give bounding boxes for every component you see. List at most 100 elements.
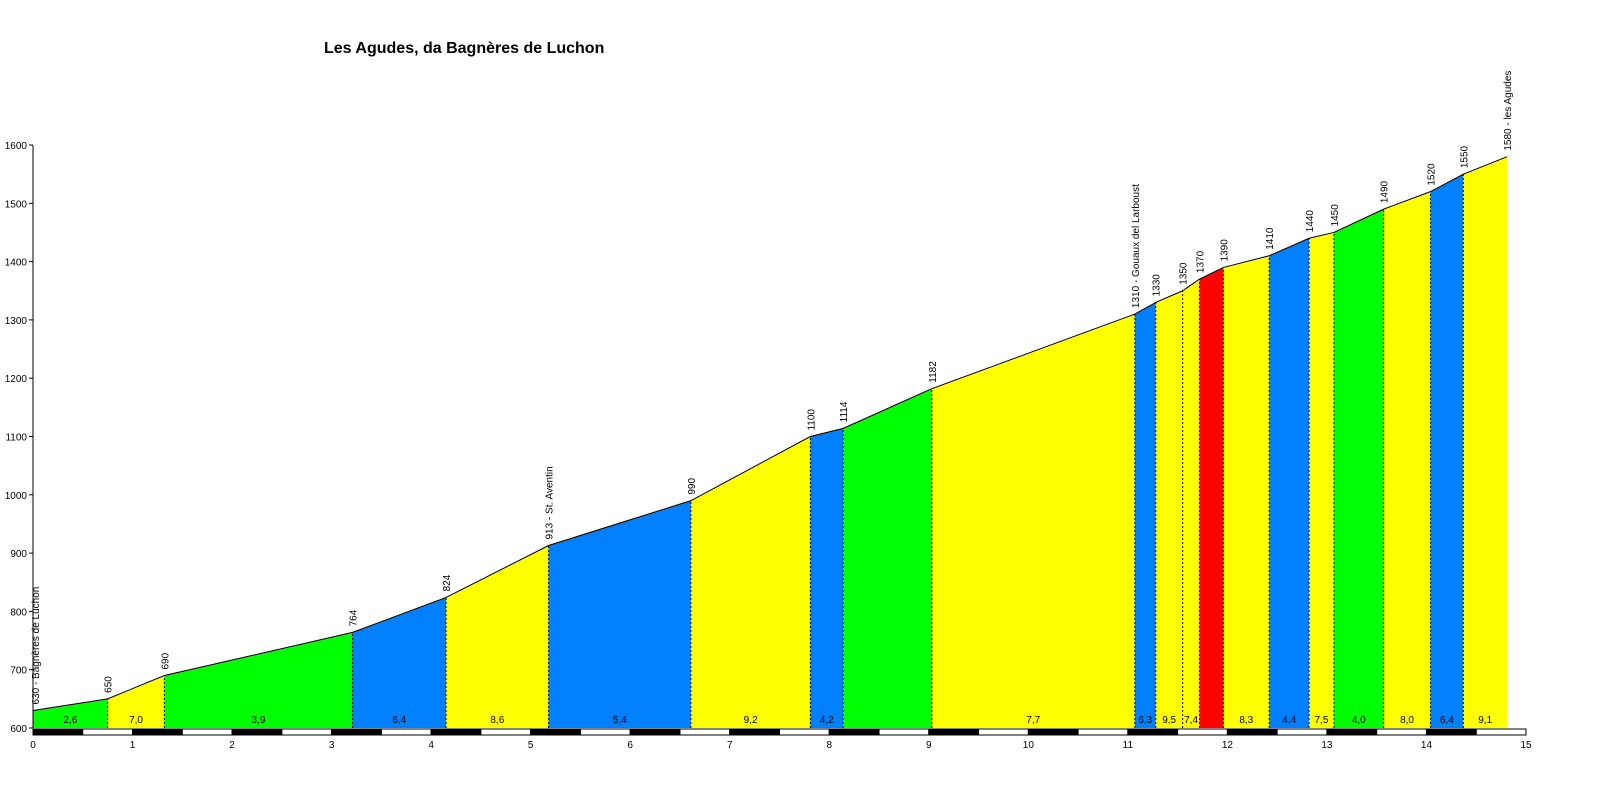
point-label: 1550 xyxy=(1459,145,1470,168)
x-tick-label: 0 xyxy=(30,740,36,751)
segment-fill xyxy=(1223,255,1270,728)
y-tick-label: 600 xyxy=(10,724,27,735)
x-tick-label: 5 xyxy=(528,740,534,751)
chart-title: Les Agudes, da Bagnères de Luchon xyxy=(324,40,605,57)
x-axis-band xyxy=(132,728,183,736)
x-axis-band xyxy=(1127,728,1179,736)
gradient-label: 8,0 xyxy=(1400,715,1414,726)
point-label: 1100 xyxy=(806,409,817,431)
x-axis-band xyxy=(779,728,830,736)
point-label: 1520 xyxy=(1426,163,1437,186)
point-label: 1450 xyxy=(1330,204,1341,227)
segment-fill xyxy=(843,388,932,728)
x-axis-band xyxy=(928,728,980,736)
x-tick-label: 4 xyxy=(428,740,434,751)
segment-fill xyxy=(690,436,811,728)
x-axis-band xyxy=(729,728,781,736)
segment-fill xyxy=(810,428,844,728)
gradient-label: 7,4 xyxy=(1184,715,1198,726)
point-label: 1182 xyxy=(928,361,939,383)
x-tick-label: 14 xyxy=(1421,740,1433,751)
x-axis-band xyxy=(281,728,333,736)
x-axis-band xyxy=(380,728,432,736)
x-tick-label: 15 xyxy=(1520,740,1532,751)
y-tick-label: 1200 xyxy=(5,374,28,385)
x-axis-band xyxy=(1326,728,1378,736)
point-label: 1440 xyxy=(1305,210,1316,233)
gradient-label: 4,4 xyxy=(1282,715,1296,726)
y-tick-label: 1300 xyxy=(5,316,28,327)
point-label: 1310 - Gouaux del Larboust xyxy=(1131,184,1142,308)
x-axis-band xyxy=(1376,728,1427,736)
segment-fill xyxy=(1383,191,1431,728)
point-label: 1350 xyxy=(1179,262,1190,285)
x-axis-band xyxy=(1276,728,1328,736)
x-tick-label: 11 xyxy=(1123,740,1134,751)
gradient-label: 2,6 xyxy=(63,715,77,726)
x-tick-label: 7 xyxy=(727,740,733,751)
point-label: 1370 xyxy=(1196,250,1207,273)
point-labels: 630 - Bagnères de Luchon 650 690 764 824 913 … xyxy=(31,71,1514,705)
x-tick-label: 6 xyxy=(627,740,633,751)
gradient-label: 9,5 xyxy=(1162,715,1176,726)
gradient-label: 7,5 xyxy=(1315,715,1329,726)
x-tick-label: 10 xyxy=(1023,740,1035,751)
x-tick-label: 12 xyxy=(1222,740,1234,751)
point-label: 1330 xyxy=(1152,274,1163,297)
x-axis-band xyxy=(1226,728,1278,736)
profile-line xyxy=(32,156,1508,712)
segment-fill xyxy=(446,545,549,728)
x-axis-band xyxy=(530,728,581,736)
point-label: 1114 xyxy=(839,401,850,422)
x-tick-label: 13 xyxy=(1321,740,1333,751)
segment-fill xyxy=(107,675,165,728)
axes: 6007008009001000110012001300140015001600… xyxy=(5,141,1532,751)
gradient-label: 3,9 xyxy=(251,715,265,726)
gradient-label: 4,0 xyxy=(1352,715,1366,726)
y-tick-label: 1000 xyxy=(5,491,28,502)
point-label: 764 xyxy=(349,609,360,626)
point-label: 630 - Bagnères de Luchon xyxy=(31,587,42,705)
gradient-label: 5,4 xyxy=(613,715,627,726)
segment-fill xyxy=(1430,174,1464,728)
segment-fill xyxy=(352,597,447,728)
x-axis-band xyxy=(480,728,532,736)
gradient-label: 6,4 xyxy=(392,715,406,726)
x-axis-band xyxy=(1077,728,1129,736)
y-tick-label: 700 xyxy=(10,666,27,677)
gradient-label: 9,2 xyxy=(744,715,758,726)
segment-fill xyxy=(1155,290,1183,728)
x-tick-label: 2 xyxy=(229,740,235,751)
gradient-label: 8,6 xyxy=(490,715,504,726)
point-label: 913 - St. Aventin xyxy=(545,466,556,539)
point-label: 1580 - les Agudes xyxy=(1503,71,1514,151)
segment-fill xyxy=(33,698,108,728)
gradient-labels: 2,6 7,0 3,9 6,4 8,6 5,4 9,2 4,2 7,7 6,3 9,5 7,4 8,3 4… xyxy=(63,715,1492,726)
profile-line xyxy=(32,156,1508,712)
segment-fill xyxy=(931,314,1135,728)
gradient-label: 9,1 xyxy=(1478,715,1492,726)
gradient-label: 7,7 xyxy=(1026,715,1040,726)
segment-fill xyxy=(1182,279,1200,728)
y-tick-label: 1400 xyxy=(5,258,28,269)
x-axis-band xyxy=(1177,728,1228,736)
y-tick-label: 800 xyxy=(10,607,27,618)
x-axis-band xyxy=(331,728,382,736)
x-tick-label: 8 xyxy=(826,740,832,751)
y-tick-label: 900 xyxy=(10,549,27,560)
x-tick-label: 1 xyxy=(130,740,136,751)
x-axis-band xyxy=(231,728,283,736)
gradient-label: 6,4 xyxy=(1440,715,1454,726)
segment-fill xyxy=(1333,209,1384,728)
segment-fill xyxy=(1269,238,1310,728)
x-tick-label: 3 xyxy=(329,740,335,751)
x-axis-band xyxy=(430,728,482,736)
gradient-label: 8,3 xyxy=(1239,715,1253,726)
x-axis-band xyxy=(181,728,233,736)
y-tick-label: 1600 xyxy=(5,141,28,152)
x-axis-band xyxy=(1027,728,1079,736)
x-axis-band xyxy=(978,728,1029,736)
segment-fill xyxy=(1199,267,1224,728)
gradient-label: 4,2 xyxy=(820,715,834,726)
x-axis-band xyxy=(82,728,134,736)
